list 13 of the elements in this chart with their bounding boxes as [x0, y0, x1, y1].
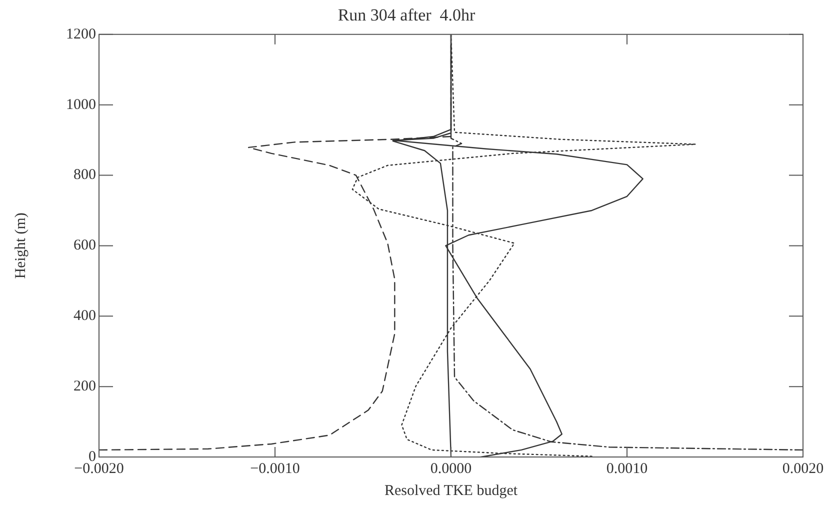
y-tick-label: 400	[74, 308, 96, 324]
y-axis-title: Height (m)	[12, 212, 29, 279]
chart-title: Run 304 after 4.0hr	[338, 6, 476, 25]
x-axis-title: Resolved TKE budget	[384, 482, 518, 499]
x-tick-label: 0.0000	[430, 460, 472, 477]
y-tick-label: 800	[74, 167, 96, 184]
y-tick-label: 600	[74, 238, 96, 254]
x-tick-label: 0.0020	[782, 460, 824, 477]
y-tick-label: 200	[74, 378, 96, 395]
x-tick-label: −0.0010	[250, 460, 300, 477]
y-tick-label: 1200	[66, 26, 96, 42]
y-tick-label: 1000	[66, 96, 96, 113]
x-tick-label: 0.0010	[606, 460, 648, 477]
